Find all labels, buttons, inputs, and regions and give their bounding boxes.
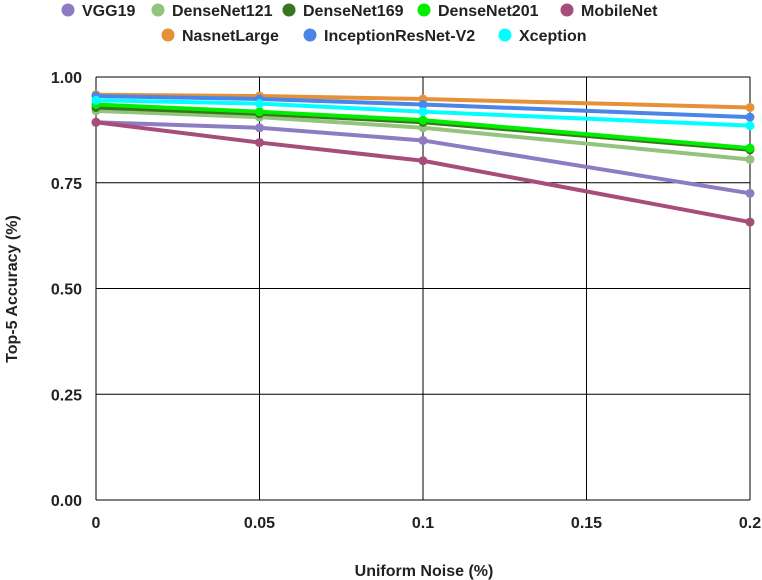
- data-point: [745, 143, 755, 153]
- x-tick-label: 0: [92, 515, 101, 532]
- legend-label: MobileNet: [581, 3, 658, 20]
- series-mobilenet: [91, 117, 755, 227]
- series-line: [94, 92, 752, 110]
- legend-item[interactable]: MobileNet: [560, 3, 659, 20]
- y-axis-title: Top-5 Accuracy (%): [4, 215, 21, 363]
- series-layer: [91, 90, 755, 227]
- legend-label: DenseNet169: [303, 3, 404, 20]
- series-line: [94, 102, 752, 151]
- series-line: [94, 98, 752, 128]
- series-line: [94, 108, 752, 162]
- legend-label: InceptionResNet-V2: [324, 28, 475, 45]
- y-tick-label: 0.25: [51, 387, 82, 404]
- data-point: [255, 107, 264, 117]
- legend-label: NasnetLarge: [182, 28, 279, 45]
- data-point: [745, 112, 755, 122]
- data-point: [418, 115, 428, 125]
- y-tick-label: 1.00: [51, 70, 82, 87]
- legend-marker: [151, 3, 165, 17]
- legend-marker: [560, 3, 574, 17]
- legend-item[interactable]: DenseNet169: [282, 3, 404, 20]
- data-point: [745, 154, 755, 164]
- legend-marker: [303, 28, 317, 42]
- legend-label: Xception: [519, 28, 587, 45]
- data-point: [91, 95, 101, 105]
- data-point: [255, 123, 264, 133]
- data-point: [255, 99, 264, 109]
- legend-label: DenseNet121: [172, 3, 273, 20]
- legend-marker: [498, 28, 512, 42]
- legend-item[interactable]: Xception: [498, 28, 587, 45]
- legend-item[interactable]: InceptionResNet-V2: [303, 28, 476, 45]
- data-point: [418, 156, 428, 166]
- legend-label: DenseNet201: [438, 3, 539, 20]
- legend-marker: [161, 28, 175, 42]
- legend-item[interactable]: DenseNet201: [417, 3, 539, 20]
- y-tick-label: 0.50: [51, 282, 82, 299]
- series-xception: [91, 95, 755, 131]
- legend-item[interactable]: NasnetLarge: [161, 28, 280, 45]
- data-point: [418, 107, 428, 117]
- data-point: [745, 217, 755, 227]
- y-tick-label: 0.00: [51, 493, 82, 510]
- legend: VGG19 DenseNet121 DenseNet169 DenseNet201 Mo…: [61, 3, 659, 45]
- chart-grid: [95, 76, 751, 501]
- legend-marker: [61, 3, 75, 17]
- series-line: [94, 94, 752, 120]
- legend-marker: [417, 3, 431, 17]
- x-tick-label: 0.05: [244, 515, 275, 532]
- data-point: [418, 99, 428, 109]
- data-point: [745, 121, 755, 131]
- data-point: [745, 102, 755, 112]
- series-line: [94, 120, 752, 225]
- legend-item[interactable]: VGG19: [61, 3, 136, 20]
- series-line: [94, 120, 752, 196]
- data-point: [91, 117, 101, 127]
- legend-marker: [282, 3, 296, 17]
- x-axis-title: Uniform Noise (%): [355, 563, 494, 580]
- data-point: [745, 188, 755, 198]
- x-tick-label: 0.15: [571, 515, 602, 532]
- axis-ticks: 0.00 0.25 0.50 0.75 1.00 0 0.05 0.1 0.15 0.2: [51, 70, 761, 532]
- legend-label: VGG19: [82, 3, 135, 20]
- data-point: [255, 138, 264, 148]
- data-point: [418, 135, 428, 145]
- legend-item[interactable]: DenseNet121: [151, 3, 273, 20]
- y-tick-label: 0.75: [51, 176, 82, 193]
- x-tick-label: 0.2: [739, 515, 761, 532]
- x-tick-label: 0.1: [412, 515, 434, 532]
